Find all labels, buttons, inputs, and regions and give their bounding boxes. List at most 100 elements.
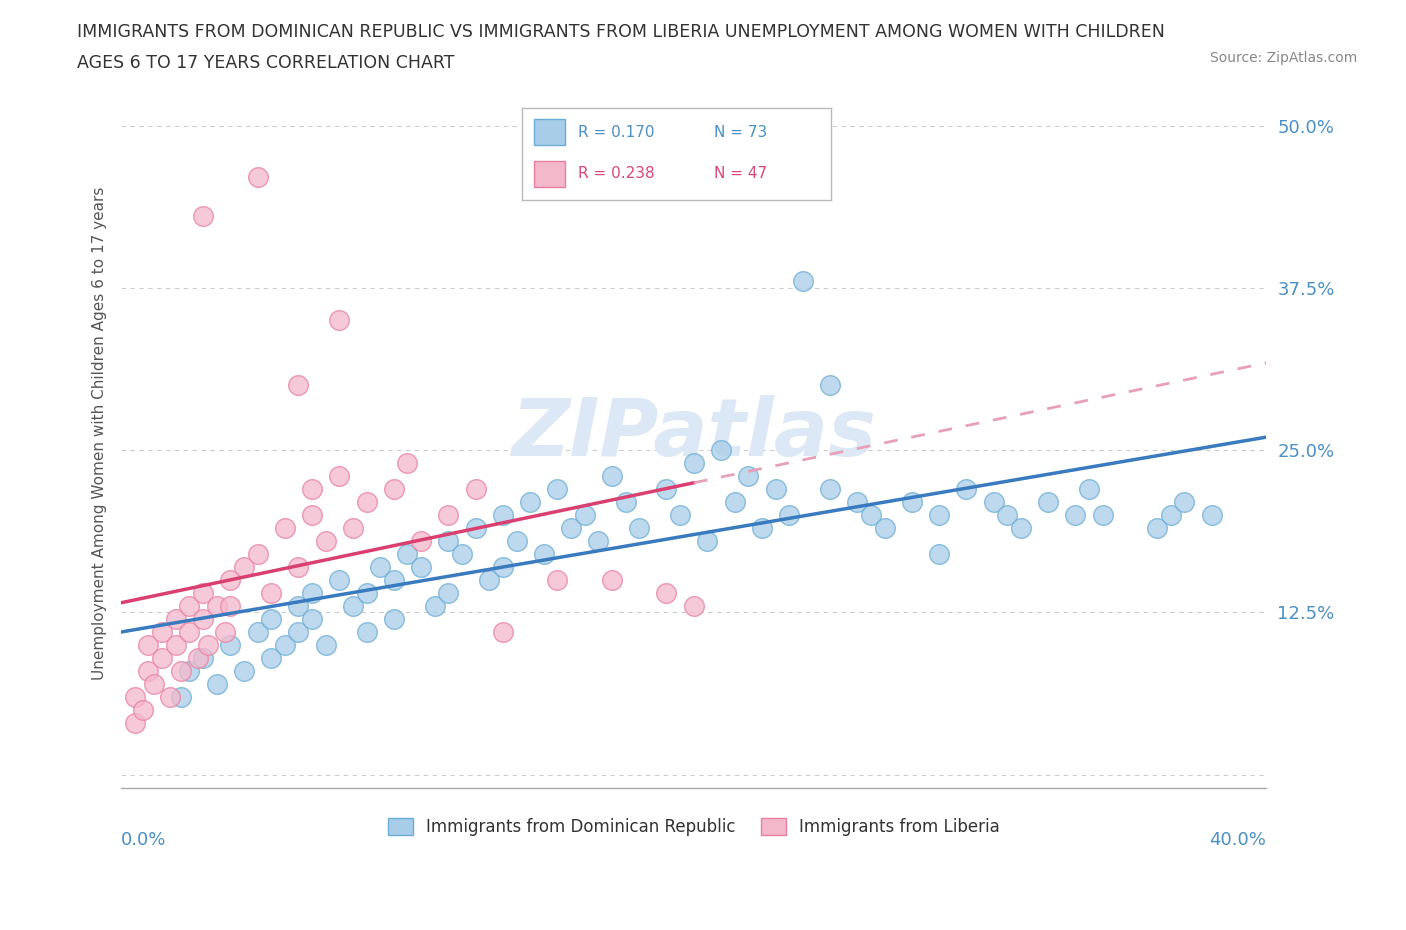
Point xyxy=(1091,508,1114,523)
Point xyxy=(232,560,254,575)
Point xyxy=(165,611,187,626)
Point xyxy=(356,585,378,600)
Point xyxy=(533,547,555,562)
Point xyxy=(928,547,950,562)
Point xyxy=(260,585,283,600)
Point xyxy=(260,611,283,626)
Point xyxy=(396,456,419,471)
Point xyxy=(546,572,568,587)
Point xyxy=(328,572,350,587)
Point xyxy=(955,482,977,497)
Point xyxy=(492,624,515,639)
Point xyxy=(464,521,486,536)
Point xyxy=(928,508,950,523)
Point xyxy=(1201,508,1223,523)
Point xyxy=(519,495,541,510)
Point xyxy=(669,508,692,523)
Point xyxy=(368,560,391,575)
Point xyxy=(287,598,309,613)
Point xyxy=(328,469,350,484)
Point xyxy=(655,585,678,600)
Point xyxy=(197,637,219,652)
Point xyxy=(655,482,678,497)
Point xyxy=(246,547,269,562)
Point xyxy=(287,378,309,392)
Point xyxy=(315,534,337,549)
Point xyxy=(818,378,841,392)
Point xyxy=(1010,521,1032,536)
Point xyxy=(191,209,214,224)
Text: 40.0%: 40.0% xyxy=(1209,831,1267,849)
Point xyxy=(437,508,460,523)
Point xyxy=(492,508,515,523)
Point xyxy=(179,663,201,678)
Point xyxy=(138,663,160,678)
Point xyxy=(187,650,209,665)
Point xyxy=(232,663,254,678)
Point xyxy=(1146,521,1168,536)
Legend: Immigrants from Dominican Republic, Immigrants from Liberia: Immigrants from Dominican Republic, Immi… xyxy=(381,811,1007,843)
Point xyxy=(287,624,309,639)
Point xyxy=(142,676,165,691)
Point xyxy=(628,521,651,536)
Y-axis label: Unemployment Among Women with Children Ages 6 to 17 years: Unemployment Among Women with Children A… xyxy=(93,187,107,681)
Point xyxy=(710,443,733,458)
Text: IMMIGRANTS FROM DOMINICAN REPUBLIC VS IMMIGRANTS FROM LIBERIA UNEMPLOYMENT AMONG: IMMIGRANTS FROM DOMINICAN REPUBLIC VS IM… xyxy=(77,23,1166,41)
Point xyxy=(1173,495,1195,510)
Point xyxy=(138,637,160,652)
Point xyxy=(132,702,155,717)
Point xyxy=(170,689,193,704)
Point xyxy=(124,689,146,704)
Point xyxy=(301,585,323,600)
Point xyxy=(492,560,515,575)
Point xyxy=(546,482,568,497)
Point xyxy=(873,521,896,536)
Point xyxy=(737,469,759,484)
Point xyxy=(179,624,201,639)
Point xyxy=(342,598,364,613)
Point xyxy=(765,482,787,497)
Point xyxy=(356,624,378,639)
Point xyxy=(165,637,187,652)
Point xyxy=(328,312,350,327)
Text: AGES 6 TO 17 YEARS CORRELATION CHART: AGES 6 TO 17 YEARS CORRELATION CHART xyxy=(77,54,454,72)
Point xyxy=(792,273,814,288)
Point xyxy=(179,598,201,613)
Point xyxy=(214,624,236,639)
Point xyxy=(437,585,460,600)
Point xyxy=(995,508,1018,523)
Point xyxy=(588,534,610,549)
Point xyxy=(170,663,193,678)
Point xyxy=(150,624,173,639)
Point xyxy=(1064,508,1087,523)
Point xyxy=(1160,508,1182,523)
Point xyxy=(411,560,433,575)
Point xyxy=(342,521,364,536)
Point xyxy=(219,572,242,587)
Point xyxy=(246,624,269,639)
Point xyxy=(901,495,924,510)
Point xyxy=(451,547,474,562)
Point xyxy=(191,611,214,626)
Point xyxy=(274,521,297,536)
Text: Source: ZipAtlas.com: Source: ZipAtlas.com xyxy=(1209,51,1357,65)
Point xyxy=(751,521,773,536)
Point xyxy=(382,482,405,497)
Point xyxy=(260,650,283,665)
Point xyxy=(1078,482,1101,497)
Point xyxy=(382,611,405,626)
Point xyxy=(382,572,405,587)
Point xyxy=(600,469,623,484)
Point xyxy=(159,689,181,704)
Point xyxy=(301,508,323,523)
Point xyxy=(411,534,433,549)
Point xyxy=(505,534,527,549)
Point xyxy=(682,598,704,613)
Point xyxy=(682,456,704,471)
Point xyxy=(778,508,800,523)
Point xyxy=(219,598,242,613)
Point xyxy=(1036,495,1059,510)
Point xyxy=(205,598,228,613)
Point xyxy=(437,534,460,549)
Point xyxy=(818,482,841,497)
